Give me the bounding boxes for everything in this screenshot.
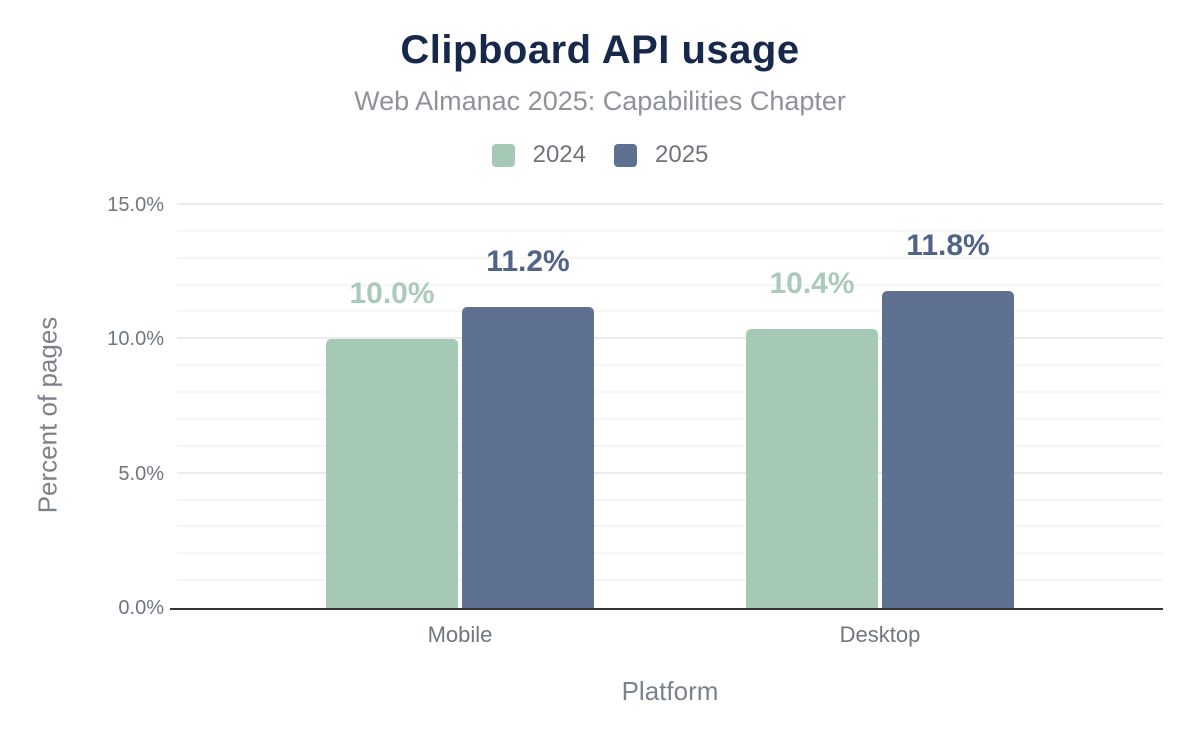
- bar-desktop-2024: [746, 328, 878, 608]
- major-gridline: [177, 203, 1163, 205]
- legend-item-2025: 2025: [614, 141, 708, 169]
- y-axis-title: Percent of pages: [32, 316, 63, 514]
- legend: 2024 2025: [0, 141, 1200, 169]
- minor-gridline: [177, 310, 1163, 313]
- y-tick-label: 5.0%: [118, 462, 164, 485]
- y-tick-label: 0.0%: [118, 597, 164, 619]
- legend-item-2024: 2024: [491, 141, 586, 169]
- x-tick-label-desktop: Desktop: [839, 622, 921, 647]
- major-gridline: [177, 337, 1163, 340]
- legend-swatch-2024: [491, 143, 515, 167]
- value-label-mobile-2024: 10.0%: [349, 277, 435, 311]
- minor-gridline: [177, 498, 1163, 501]
- minor-gridline: [177, 525, 1163, 528]
- major-gridline: [177, 471, 1163, 474]
- chart-title: Clipboard API usage: [400, 28, 800, 72]
- minor-gridline: [177, 444, 1163, 447]
- y-tick-label: 15.0%: [107, 194, 164, 216]
- bar-mobile-2025: [462, 307, 594, 608]
- plot-area: 0.0% 5.0% 10.0% 15.0% 10.0% 11.2% 10.4% 11.8% …: [107, 194, 1163, 647]
- value-label-desktop-2025: 11.8%: [906, 228, 990, 262]
- minor-gridline: [177, 552, 1163, 555]
- legend-swatch-2025: [614, 143, 637, 167]
- value-label-mobile-2025: 11.2%: [486, 245, 570, 279]
- minor-gridline: [177, 283, 1163, 286]
- x-axis-line: [170, 608, 1163, 610]
- x-tick-label-mobile: Mobile: [427, 622, 493, 647]
- y-tick-label: 10.0%: [107, 328, 164, 351]
- minor-gridline: [177, 579, 1163, 582]
- x-axis-title: Platform: [621, 676, 719, 706]
- bar-desktop-2025: [882, 290, 1014, 608]
- minor-gridline: [177, 364, 1163, 367]
- legend-label-2025: 2025: [655, 141, 709, 168]
- value-label-desktop-2024: 10.4%: [769, 266, 855, 300]
- bar-mobile-2024: [326, 339, 458, 608]
- minor-gridline: [177, 256, 1163, 259]
- minor-gridline: [177, 391, 1163, 394]
- legend-label-2024: 2024: [532, 141, 586, 168]
- chart-subtitle: Web Almanac 2025: Capabilities Chapter: [354, 86, 846, 116]
- minor-gridline: [177, 229, 1163, 232]
- minor-gridline: [177, 417, 1163, 420]
